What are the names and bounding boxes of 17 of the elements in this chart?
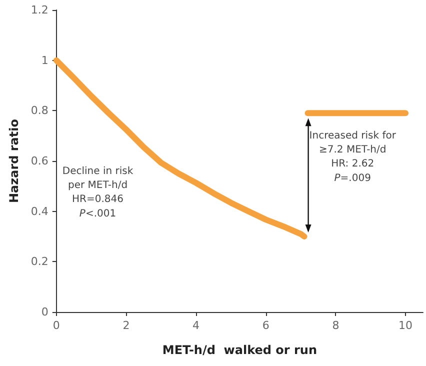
y-tick-label: 0.6 — [30, 154, 48, 168]
y-tick-label: 1 — [41, 54, 48, 67]
x-axis-title: MET-h/d walked or run — [162, 343, 318, 357]
y-tick-label: 0.8 — [30, 104, 48, 118]
annotation: Increased risk for ≥7.2 MET-h/d HR: 2.62 P=.009 — [309, 130, 397, 184]
y-tick-label: 0.4 — [30, 204, 48, 218]
x-tick-label: 4 — [192, 319, 200, 332]
x-tick-label: 0 — [52, 319, 60, 332]
annotation: Decline in risk per MET-h/d HR=0.846 P<.001 — [62, 166, 134, 220]
x-tick-label: 8 — [332, 319, 340, 332]
y-tick-label: 0 — [41, 306, 48, 318]
x-tick-label: 10 — [398, 319, 413, 332]
y-tick-label: 0.2 — [30, 255, 48, 268]
x-tick-label: 6 — [262, 319, 270, 332]
y-tick-label: 1.2 — [30, 4, 48, 16]
x-tick-label: 2 — [122, 319, 130, 332]
y-axis-title: Hazard ratio — [7, 118, 21, 204]
